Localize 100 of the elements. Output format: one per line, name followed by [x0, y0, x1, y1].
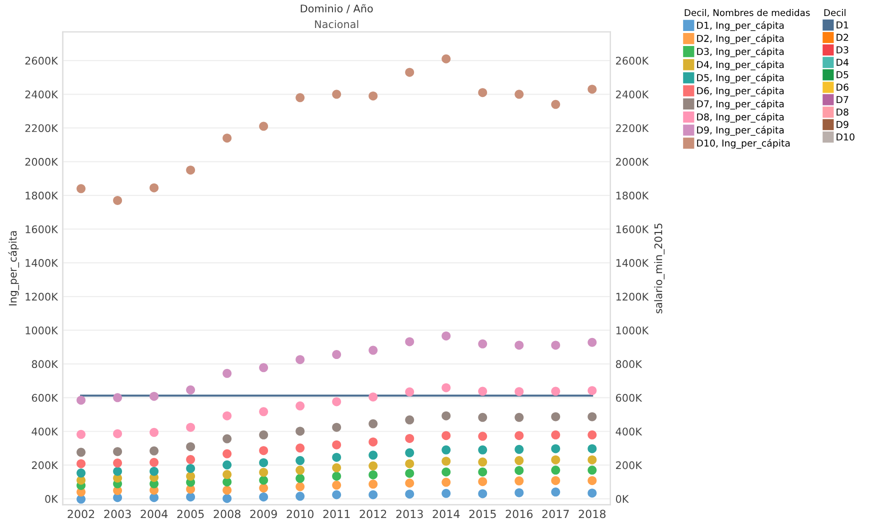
point [405, 68, 414, 77]
legend-label: D2 [836, 34, 848, 41]
y2-tick-label: 1600K [616, 225, 649, 234]
legend-label: D3 [836, 46, 848, 54]
point [478, 477, 488, 486]
point [478, 412, 488, 422]
point [588, 466, 597, 475]
point [368, 490, 378, 500]
y2-tick-label: 2400K [616, 90, 649, 98]
point [332, 472, 342, 481]
y-tick-label: 200K [32, 461, 58, 470]
point [551, 386, 560, 396]
y2-tick-label: 200K [616, 461, 642, 470]
point [442, 478, 451, 487]
point [405, 478, 414, 488]
point [405, 415, 414, 424]
point [222, 368, 232, 378]
point [150, 458, 159, 467]
point [186, 464, 196, 473]
point [296, 401, 305, 410]
y-tick-label: 2000K [25, 158, 58, 166]
point [368, 437, 378, 446]
point [222, 411, 232, 420]
point [368, 346, 378, 355]
legend-label: D5 [836, 71, 848, 78]
x-tick-label: 2008 [214, 510, 240, 518]
point [332, 90, 342, 99]
point [296, 426, 305, 436]
point [150, 493, 159, 502]
point [259, 363, 268, 372]
y2-tick-label: 400K [616, 428, 642, 436]
point [588, 488, 597, 498]
y-tick-label: 400K [32, 428, 58, 436]
point [551, 466, 560, 475]
point [259, 446, 268, 456]
point [76, 448, 86, 457]
point [296, 456, 305, 466]
point [76, 396, 86, 405]
x-tick-label: 2015 [469, 510, 496, 518]
x-tick-label: 2016 [506, 510, 533, 518]
y-tick-label: 1000K [26, 326, 58, 334]
legend-label: D3, Ing_per_cápita [697, 47, 784, 58]
point [222, 494, 232, 503]
point [551, 476, 560, 486]
y2-tick-label: 0K [616, 495, 629, 503]
y-tick-label: 2600K [25, 56, 58, 65]
point [332, 480, 342, 490]
y2-tick-label: 2600K [616, 56, 649, 65]
point [368, 392, 378, 402]
point [186, 166, 196, 175]
x-tick-label: 2004 [140, 510, 168, 518]
point [588, 476, 597, 486]
point [332, 440, 342, 450]
point [551, 100, 560, 109]
point [514, 476, 524, 486]
point [514, 431, 524, 440]
point [442, 445, 451, 454]
y2-tick-label: 2000K [616, 158, 649, 166]
x-tick-label: 2010 [286, 510, 314, 518]
point [186, 492, 196, 502]
point [186, 385, 196, 394]
point [514, 90, 524, 99]
point [259, 492, 268, 502]
point [113, 447, 122, 456]
x-tick-label: 2005 [177, 510, 204, 518]
y-tick-label: 800K [32, 360, 58, 368]
point [332, 452, 342, 462]
point [478, 458, 488, 467]
legend-label: D7 [836, 96, 848, 104]
point [514, 340, 524, 350]
point [332, 350, 342, 360]
point [222, 449, 232, 458]
point [113, 429, 122, 438]
point [332, 463, 342, 472]
point [405, 448, 414, 458]
point [368, 470, 378, 480]
point [76, 468, 86, 478]
point [442, 488, 451, 498]
point [514, 456, 524, 466]
point [259, 476, 268, 485]
point [186, 472, 196, 481]
y-tick-label: 0K [45, 495, 58, 503]
point [259, 468, 268, 477]
point [514, 488, 524, 498]
legend-label: D8, Ing_per_cápita [697, 112, 784, 123]
point [478, 467, 488, 476]
point [368, 91, 378, 100]
point [551, 444, 560, 454]
point [368, 480, 378, 489]
legend-label: D9 [836, 120, 848, 128]
point [442, 54, 451, 64]
legend-label: D8 [836, 108, 848, 116]
y2-axis-title: salario_min_2015 [654, 224, 665, 314]
point [259, 484, 268, 493]
legend-label: D5, Ing_per_cápita [697, 74, 784, 84]
point [150, 446, 159, 456]
y-tick-label: 1800K [26, 192, 58, 200]
y2-tick-label: 1200K [616, 292, 649, 301]
point [296, 482, 305, 492]
legend-label: D6, Ing_per_cápita [697, 86, 784, 96]
